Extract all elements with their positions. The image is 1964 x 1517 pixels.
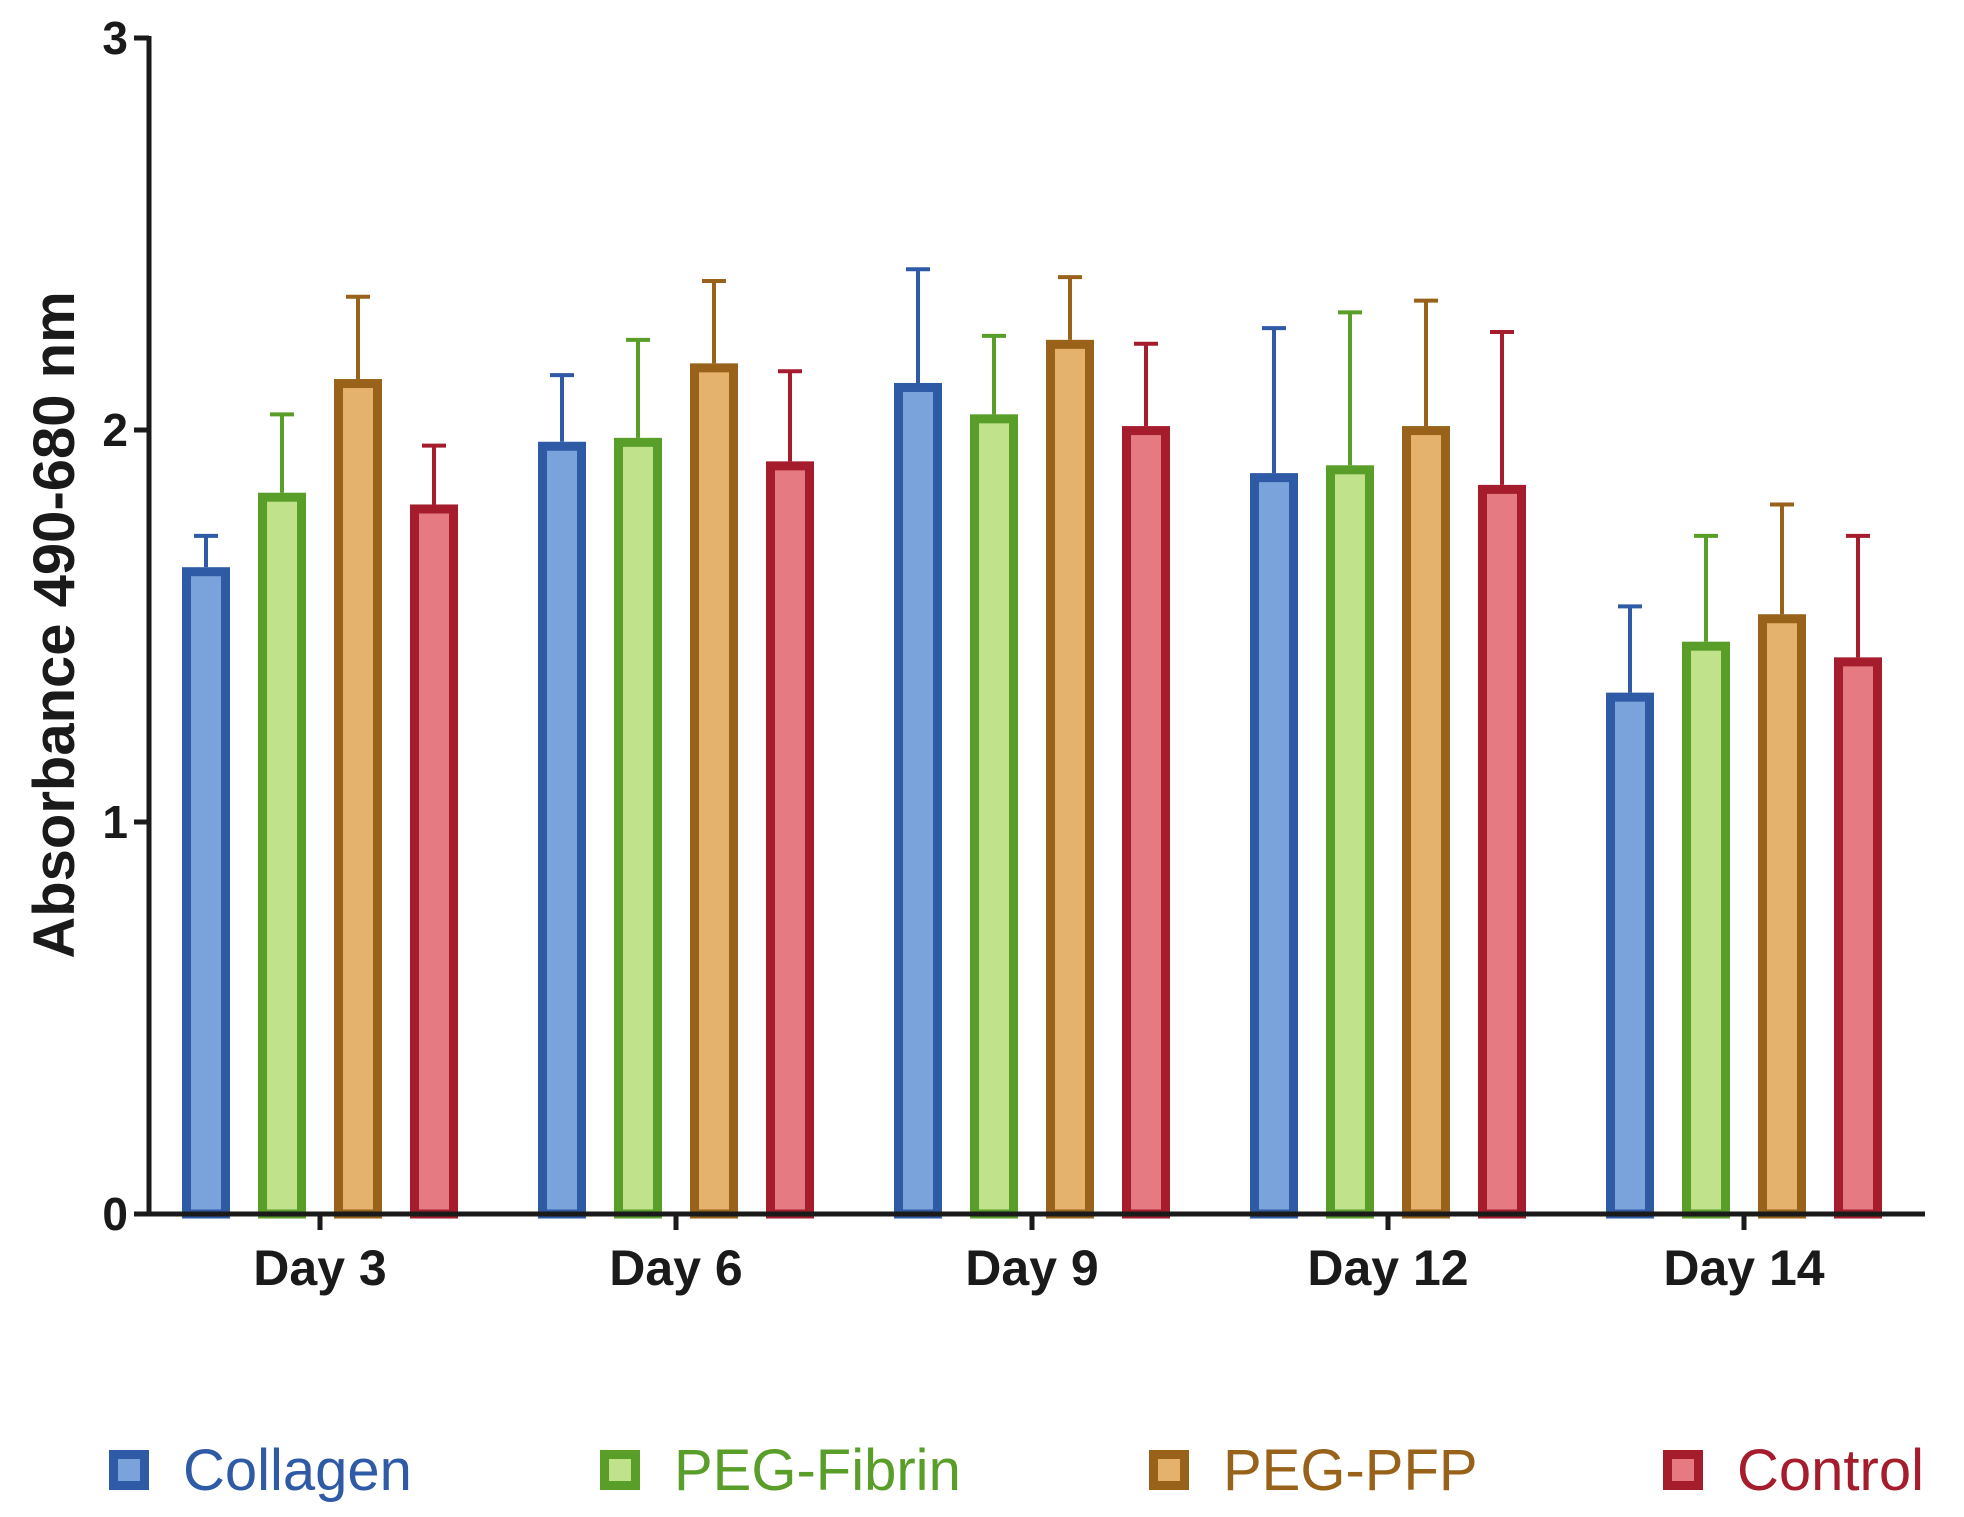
- y-tick-label-0: 0: [102, 1188, 128, 1240]
- legend-item-peg-pfp: PEG-PFP: [1149, 1430, 1478, 1510]
- error-bar-peg-fibrin-day-14: [1694, 533, 1718, 642]
- bar-collagen-day-12: [1250, 473, 1298, 1219]
- x-tick-label-day-9: Day 9: [965, 1240, 1098, 1296]
- y-ticks-layer: 0 1 2 3: [102, 12, 149, 1240]
- x-ticks-layer: Day 3 Day 6 Day 9 Day 12 Day 14: [253, 1214, 1825, 1296]
- legend-item-peg-fibrin: PEG-Fibrin: [600, 1430, 961, 1510]
- bar-peg-fibrin-day-6: [614, 437, 662, 1219]
- error-bar-peg-pfp-day-3: [346, 294, 370, 380]
- y-tick-label-3: 3: [102, 12, 128, 64]
- error-bar-peg-fibrin-day-12: [1338, 310, 1362, 466]
- bar-peg-fibrin-day-9: [970, 414, 1018, 1219]
- bar-peg-fibrin-day-3: [258, 492, 306, 1219]
- bar-control-day-3: [410, 504, 458, 1219]
- bars-layer: [182, 339, 1882, 1219]
- error-bar-control-day-14: [1846, 533, 1870, 658]
- error-bar-peg-pfp-day-14: [1770, 502, 1794, 615]
- error-bar-control-day-9: [1134, 341, 1158, 427]
- bar-peg-pfp-day-12: [1402, 426, 1450, 1219]
- bar-peg-pfp-day-14: [1758, 614, 1806, 1219]
- error-bar-peg-pfp-day-9: [1058, 275, 1082, 340]
- error-bar-control-day-3: [422, 443, 446, 505]
- x-tick-label-day-12: Day 12: [1307, 1240, 1468, 1296]
- y-axis-title: Absorbance 490-680 nm: [22, 291, 87, 958]
- error-bar-peg-fibrin-day-6: [626, 337, 650, 438]
- legend-item-collagen: Collagen: [109, 1430, 412, 1510]
- error-bar-peg-fibrin-day-9: [982, 333, 1006, 415]
- error-bar-collagen-day-3: [194, 533, 218, 568]
- bar-collagen-day-6: [538, 441, 586, 1219]
- error-bar-collagen-day-9: [906, 267, 930, 383]
- error-bar-peg-pfp-day-6: [702, 279, 726, 364]
- legend-label-control: Control: [1737, 1437, 1924, 1503]
- bar-peg-fibrin-day-14: [1682, 641, 1730, 1219]
- error-bar-control-day-6: [778, 369, 802, 462]
- bar-collagen-day-14: [1606, 692, 1654, 1219]
- error-bar-collagen-day-14: [1618, 604, 1642, 693]
- legend-label-collagen: Collagen: [183, 1437, 412, 1503]
- legend-label-peg-fibrin: PEG-Fibrin: [674, 1437, 961, 1503]
- x-tick-label-day-6: Day 6: [609, 1240, 742, 1296]
- bar-control-day-9: [1122, 426, 1170, 1219]
- bar-peg-fibrin-day-12: [1326, 465, 1374, 1219]
- error-bar-control-day-12: [1490, 330, 1514, 485]
- error-bar-collagen-day-12: [1262, 326, 1286, 474]
- legend-item-control: Control: [1663, 1430, 1924, 1510]
- bar-peg-pfp-day-9: [1046, 339, 1094, 1219]
- error-bar-peg-fibrin-day-3: [270, 412, 294, 493]
- legend-label-peg-pfp: PEG-PFP: [1223, 1437, 1478, 1503]
- bar-peg-pfp-day-6: [690, 363, 738, 1219]
- error-bar-collagen-day-6: [550, 373, 574, 442]
- legend-swatch-peg-pfp: [1149, 1450, 1189, 1490]
- bar-control-day-6: [766, 461, 814, 1219]
- y-tick-label-2: 2: [102, 404, 128, 456]
- bar-control-day-14: [1834, 657, 1882, 1219]
- legend-swatch-peg-fibrin: [600, 1450, 640, 1490]
- bar-collagen-day-3: [182, 567, 230, 1219]
- y-tick-label-1: 1: [102, 796, 128, 848]
- error-bar-peg-pfp-day-12: [1414, 298, 1438, 427]
- bar-collagen-day-9: [894, 382, 942, 1219]
- bar-control-day-12: [1478, 484, 1526, 1219]
- x-tick-label-day-3: Day 3: [253, 1240, 386, 1296]
- legend-swatch-control: [1663, 1450, 1703, 1490]
- legend-swatch-collagen: [109, 1450, 149, 1490]
- legend: Collagen PEG-Fibrin PEG-PFP Control: [0, 1430, 1964, 1510]
- error-bars-layer: [194, 267, 1870, 693]
- x-tick-label-day-14: Day 14: [1663, 1240, 1824, 1296]
- bar-peg-pfp-day-3: [334, 379, 382, 1219]
